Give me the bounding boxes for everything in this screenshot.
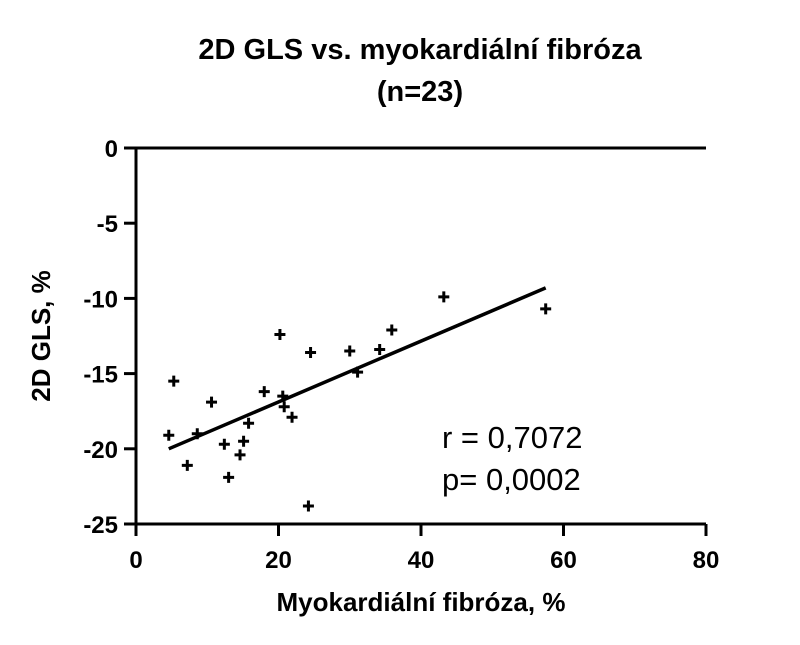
data-point [206,396,218,408]
data-point [243,417,255,429]
data-point [218,438,230,450]
y-axis-label: 2D GLS, % [26,270,56,401]
data-point [223,471,235,483]
x-tick-label: 60 [550,547,577,574]
p-value-annotation: p= 0,0002 [442,462,581,497]
data-point [277,390,289,402]
y-ticks: 0 -5 -10 -15 -20 -25 [83,136,136,539]
x-tick-label: 20 [265,547,292,574]
y-tick-label: 0 [105,136,118,163]
data-point [438,291,450,303]
y-tick-label: -5 [97,211,118,238]
data-point [191,428,203,440]
data-point [305,347,317,359]
data-point [352,366,364,378]
data-point [168,375,180,387]
x-tick-label: 80 [693,547,720,574]
y-tick-label: -25 [83,512,118,539]
y-tick-label: -20 [83,437,118,464]
data-points [163,291,552,512]
data-point [374,344,386,356]
data-point [181,459,193,471]
data-point [234,449,246,461]
x-tick-label: 40 [408,547,435,574]
x-ticks: 0 20 40 60 80 [129,524,719,574]
x-tick-label: 0 [129,547,142,574]
chart-subtitle: (n=23) [377,76,463,108]
data-point [540,303,552,315]
y-tick-label: -15 [83,362,118,389]
data-point [286,411,298,423]
data-point [278,401,290,413]
x-axis-label: Myokardiální fibróza, % [277,587,566,617]
correlation-r-annotation: r = 0,7072 [442,420,582,455]
data-point [386,324,398,336]
data-point [302,500,314,512]
data-point [258,386,270,398]
data-point [163,429,175,441]
axes [134,146,706,526]
data-point [274,328,286,340]
data-point [344,345,356,357]
data-point [238,435,250,447]
y-tick-label: -10 [83,286,118,313]
chart-title: 2D GLS vs. myokardiální fibróza [198,34,642,66]
